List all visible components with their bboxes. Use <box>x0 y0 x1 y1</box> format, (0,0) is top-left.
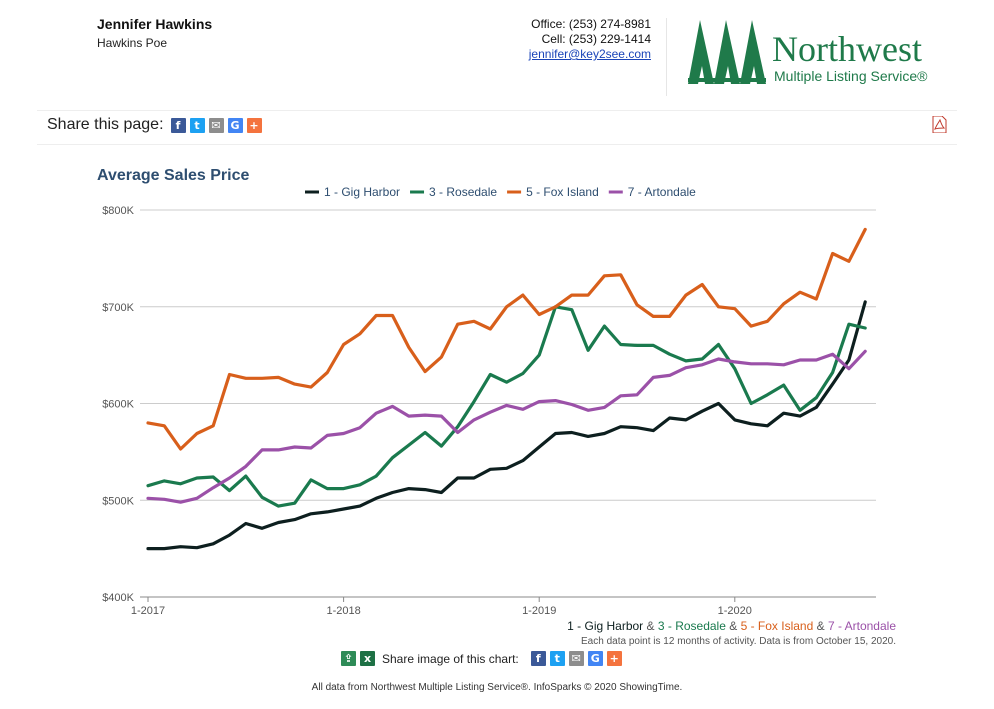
series-credit-line: 1 - Gig Harbor & 3 - Rosedale & 5 - Fox … <box>567 619 896 633</box>
share-icon[interactable]: ⇪ <box>341 651 356 666</box>
x-tick-label: 1-2018 <box>326 605 360 617</box>
credit-part-0: 1 - Gig Harbor <box>567 619 644 633</box>
chart-title: Average Sales Price <box>97 167 250 184</box>
plus-icon[interactable]: + <box>246 117 262 133</box>
facebook-icon[interactable]: f <box>170 117 186 133</box>
logo-wordmark: Northwest <box>772 29 922 69</box>
credit-part-2: 3 - Rosedale <box>657 619 726 633</box>
share-page-bar: Share this page: f t ✉ G + <box>47 116 262 134</box>
excel-icon[interactable]: x <box>360 651 375 666</box>
share-page-label: Share this page: <box>47 116 164 133</box>
credit-part-4: 5 - Fox Island <box>740 619 814 633</box>
y-tick-label: $400K <box>102 592 134 604</box>
chart-plus-icon[interactable]: + <box>606 651 622 666</box>
series-line-0 <box>146 300 867 551</box>
agent-name: Jennifer Hawkins <box>97 16 213 32</box>
footer-note: All data from Northwest Multiple Listing… <box>311 682 683 693</box>
credit-part-1: & <box>643 619 658 633</box>
pdf-icon[interactable] <box>931 116 947 133</box>
logo-subtitle: Multiple Listing Service® <box>774 68 928 84</box>
chart-email-icon[interactable]: ✉ <box>568 651 584 666</box>
series-line-3 <box>146 349 867 504</box>
email-icon[interactable]: ✉ <box>208 117 224 133</box>
legend-label-2: 5 - Fox Island <box>526 185 599 199</box>
y-tick-label: $600K <box>102 399 134 411</box>
chart-twitter-icon[interactable]: t <box>549 651 565 666</box>
series-line-2 <box>146 227 867 451</box>
series-line-1 <box>146 305 867 508</box>
legend-label-3: 7 - Artondale <box>628 185 696 199</box>
credit-part-6: 7 - Artondale <box>827 619 896 633</box>
header-divider <box>666 18 667 96</box>
contact-info: Office: (253) 274-8981 Cell: (253) 229-1… <box>529 17 651 62</box>
divider-bottom <box>37 144 957 145</box>
credit-part-3: & <box>725 619 741 633</box>
chart-facebook-icon[interactable]: f <box>530 651 546 666</box>
divider-top <box>37 110 957 111</box>
email-link[interactable]: jennifer@key2see.com <box>528 47 651 61</box>
agent-info: Jennifer Hawkins Hawkins Poe <box>97 16 212 50</box>
x-tick-label: 1-2020 <box>718 605 752 617</box>
y-tick-label: $800K <box>102 205 134 217</box>
tree-logo-icon <box>688 20 766 84</box>
share-chart-bar: ⇪ x Share image of this chart: f t ✉ G + <box>341 651 622 666</box>
x-tick-label: 1-2017 <box>131 605 165 617</box>
x-tick-label: 1-2019 <box>522 605 556 617</box>
office-phone: Office: (253) 274-8981 <box>531 17 651 31</box>
chart-credits: 1 - Gig Harbor & 3 - Rosedale & 5 - Fox … <box>567 619 896 647</box>
line-chart: $400K $500K $600K $700K $800K 1-2017 1-2018 1-2… <box>102 185 876 617</box>
agent-company: Hawkins Poe <box>97 36 168 50</box>
y-tick-label: $500K <box>102 495 134 507</box>
legend-label-1: 3 - Rosedale <box>429 185 497 199</box>
y-tick-label: $700K <box>102 302 134 314</box>
twitter-icon[interactable]: t <box>189 117 205 133</box>
cell-phone: Cell: (253) 229-1414 <box>541 32 651 46</box>
share-chart-label: Share image of this chart: <box>382 651 519 666</box>
google-icon[interactable]: G <box>227 117 243 133</box>
chart-google-icon[interactable]: G <box>587 651 603 666</box>
nwmls-logo: Northwest Multiple Listing Service® <box>688 20 968 88</box>
data-note: Each data point is 12 months of activity… <box>581 636 896 647</box>
legend-label-0: 1 - Gig Harbor <box>324 185 400 199</box>
credit-part-5: & <box>813 619 828 633</box>
